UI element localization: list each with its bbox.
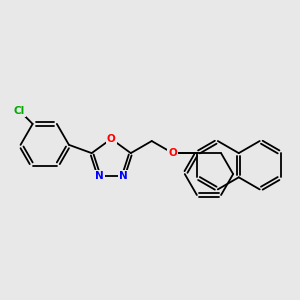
Text: N: N: [119, 171, 128, 181]
Text: Cl: Cl: [14, 106, 25, 116]
Text: N: N: [95, 171, 103, 181]
Text: O: O: [168, 148, 177, 158]
Text: O: O: [107, 134, 116, 144]
